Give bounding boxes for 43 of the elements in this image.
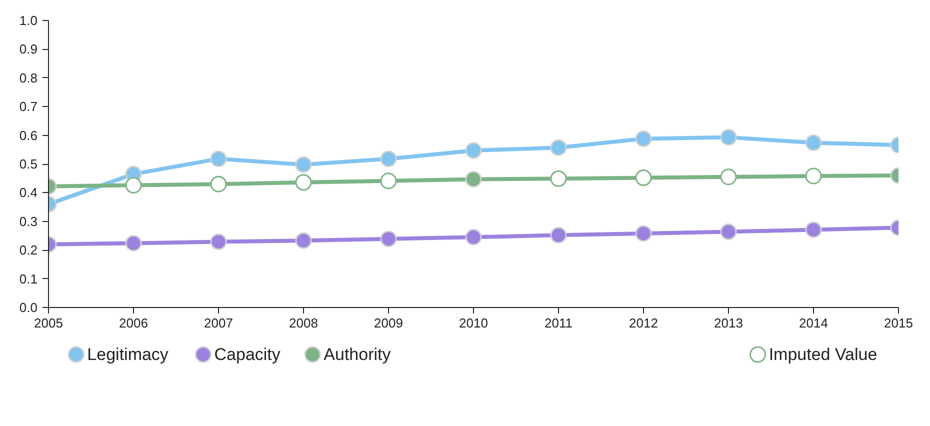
x-tick-label: 2013 <box>714 316 743 330</box>
point <box>720 129 737 146</box>
y-tick-label: 0.6 <box>19 128 38 143</box>
point <box>550 139 567 156</box>
point <box>295 156 312 173</box>
point <box>635 130 652 147</box>
point <box>380 150 397 168</box>
x-tick-label: 2015 <box>884 316 913 330</box>
x-tick-label: 2010 <box>459 316 488 330</box>
legend-label: Imputed Value <box>768 345 878 364</box>
legend-label: Authority <box>324 345 392 364</box>
point <box>210 234 227 250</box>
legend-label: Capacity <box>214 345 281 364</box>
y-tick-label: 0.9 <box>19 42 38 57</box>
y-tick-label: 0.3 <box>19 214 38 229</box>
x-tick-label: 2007 <box>204 316 233 330</box>
point <box>550 226 567 244</box>
point <box>210 150 227 168</box>
y-tick-label: 0.0 <box>19 300 38 315</box>
x-tick-label: 2005 <box>34 316 63 330</box>
point <box>295 232 312 249</box>
x-tick-label: 2014 <box>799 316 828 330</box>
point <box>635 225 652 242</box>
point <box>805 134 822 151</box>
point <box>465 142 482 159</box>
y-tick-label: 1.0 <box>19 13 38 28</box>
point <box>805 221 822 238</box>
y-tick-label: 0.7 <box>19 99 38 114</box>
point <box>380 230 397 248</box>
y-tick-label: 0.8 <box>19 70 38 86</box>
point <box>465 228 482 246</box>
point <box>720 223 737 240</box>
x-tick-label: 2009 <box>374 316 403 330</box>
y-tick-label: 0.2 <box>19 242 38 258</box>
x-tick-label: 2006 <box>119 316 148 330</box>
x-tick-label: 2008 <box>289 316 318 330</box>
y-tick-label: 0.1 <box>19 271 38 286</box>
y-tick-label: 0.5 <box>19 156 38 172</box>
x-tick-label: 2011 <box>544 316 572 330</box>
point <box>125 234 142 252</box>
x-tick-label: 2012 <box>629 316 658 330</box>
y-tick-label: 0.4 <box>19 185 38 200</box>
legend-label: Legitimacy <box>87 345 169 364</box>
